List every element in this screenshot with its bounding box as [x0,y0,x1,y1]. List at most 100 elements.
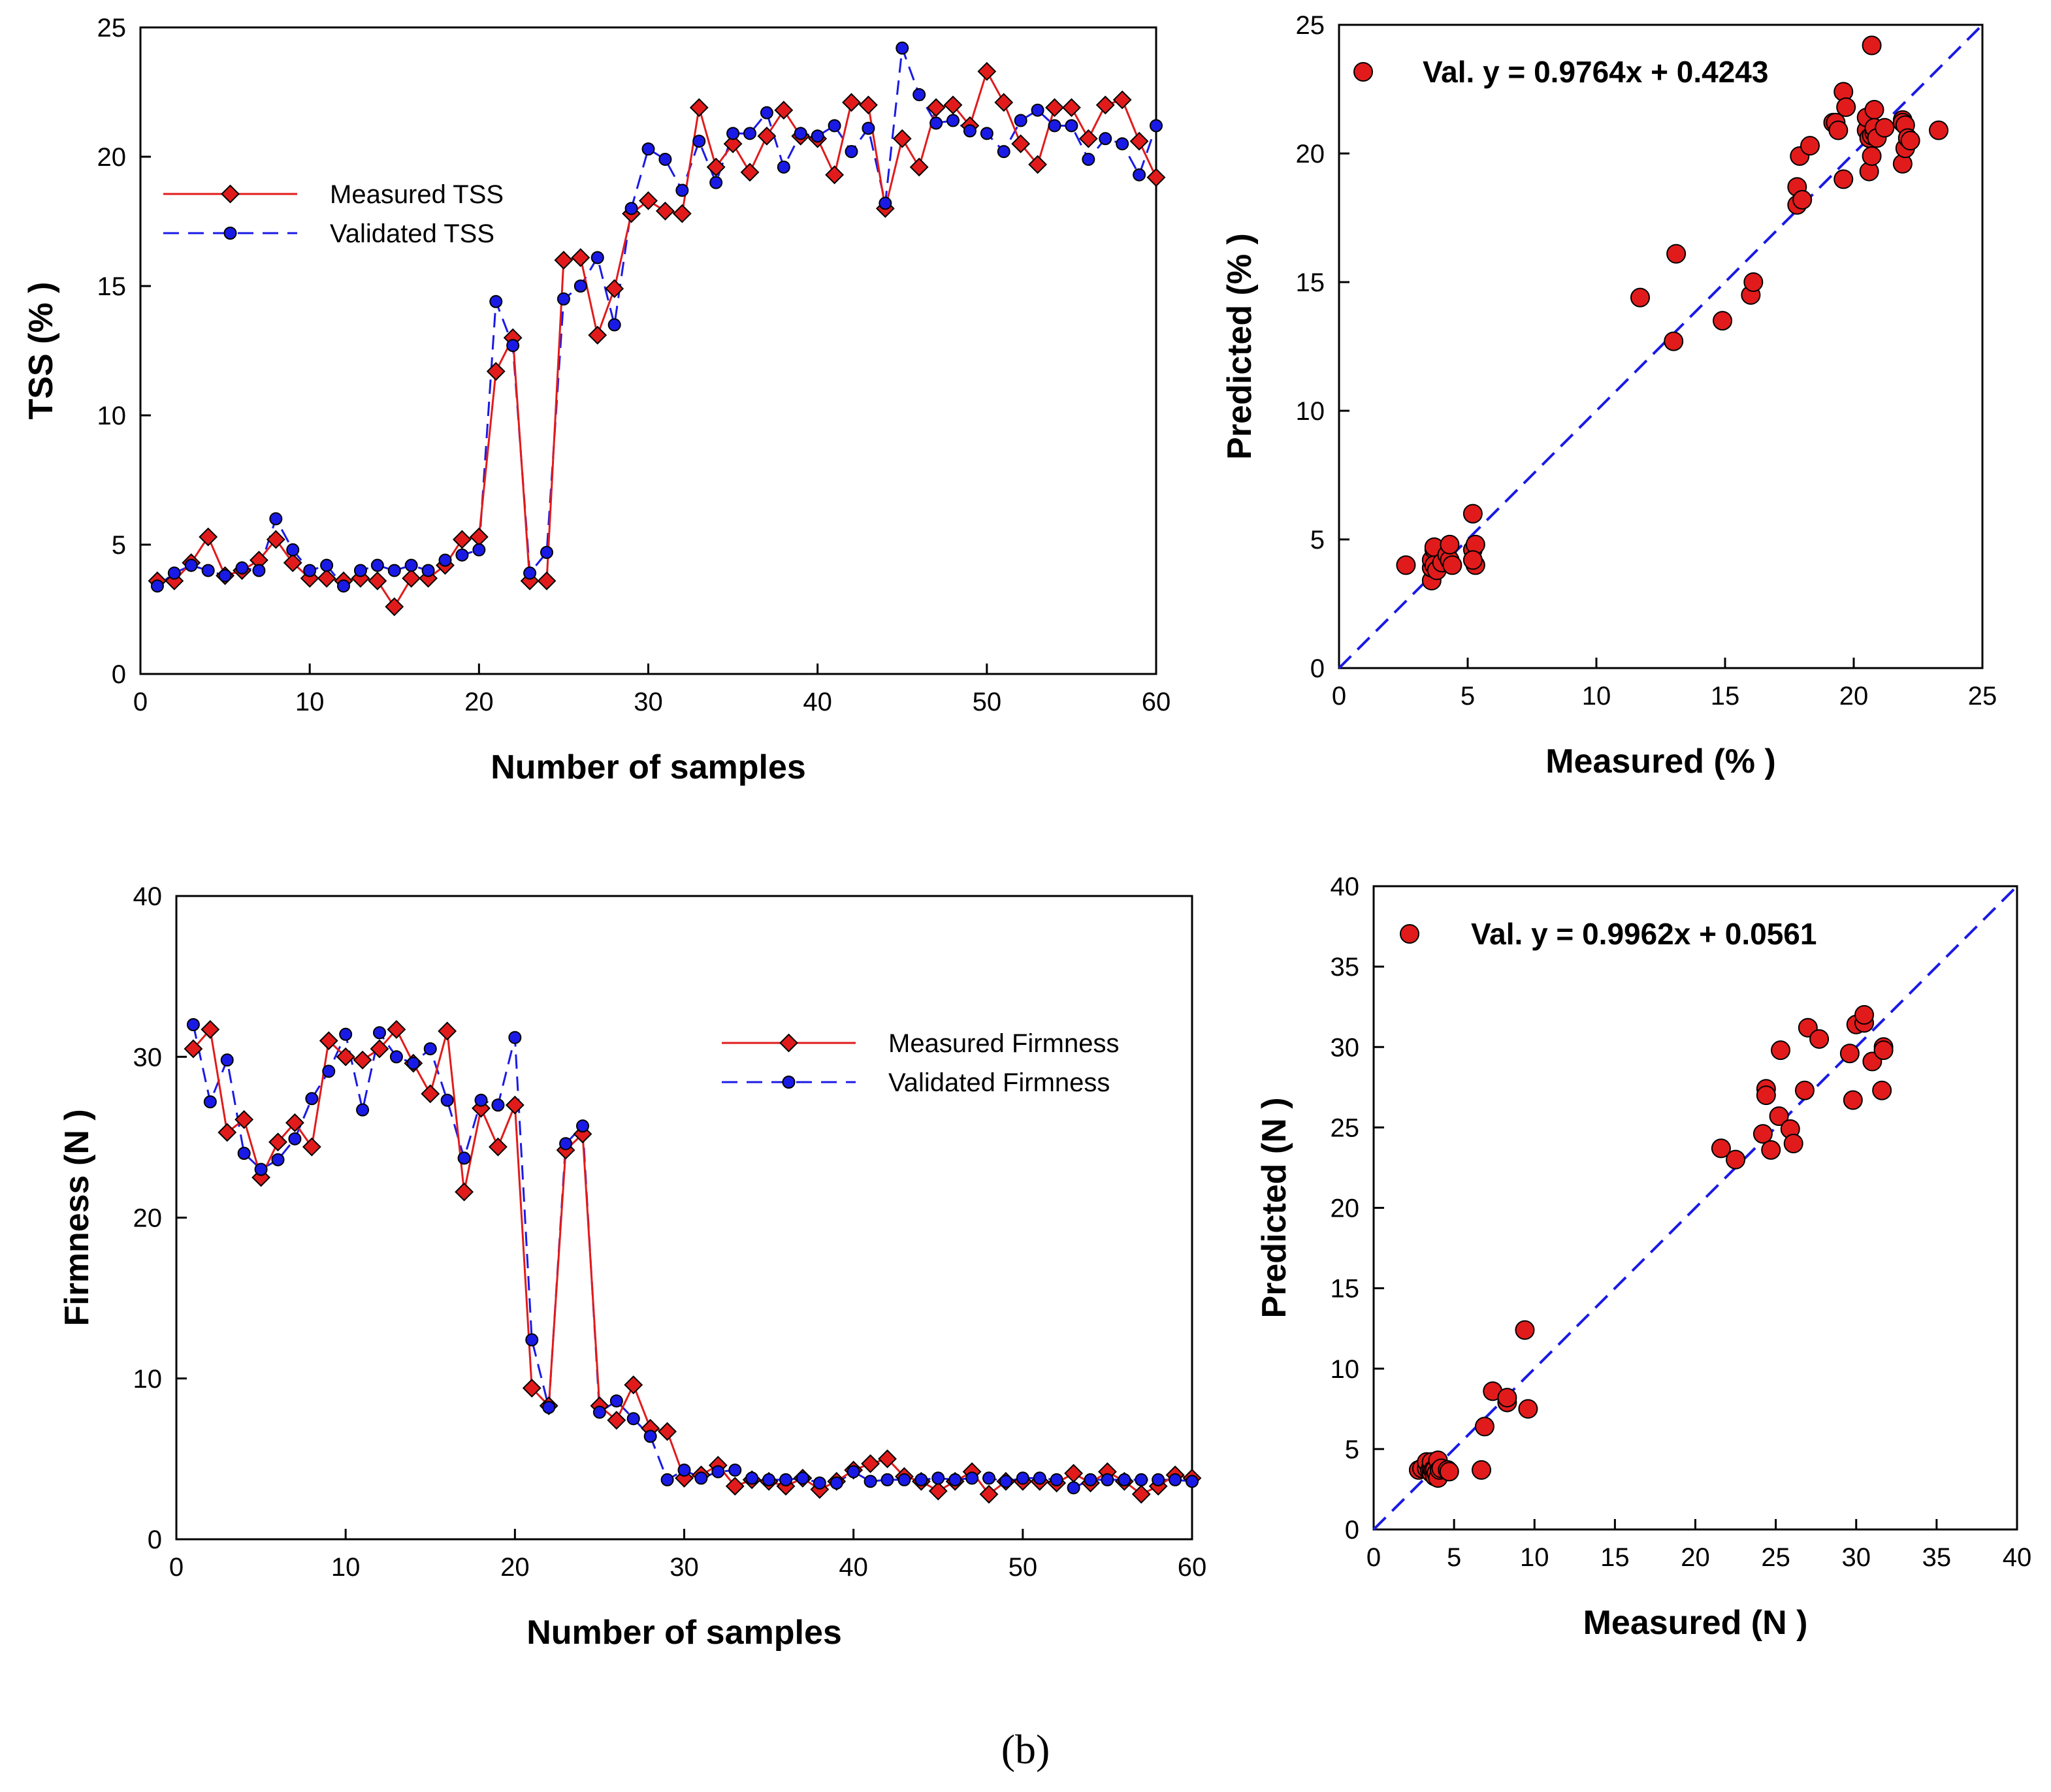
measured-point [825,165,844,185]
validated-point [626,1412,640,1426]
measured-point [605,279,624,298]
measured-point [370,1039,389,1059]
validated-point [709,176,723,189]
y-tick-label: 10 [1296,397,1325,426]
legend-marker-measured [779,1033,798,1053]
measured-point [283,553,302,573]
y-tick-label: 25 [97,14,127,42]
validated-point [508,1031,522,1044]
measured-point [757,126,777,146]
x-tick-label: 25 [1968,682,1997,711]
x-tick-label: 25 [1761,1543,1790,1572]
measured-point [199,527,218,547]
validated-point [1135,1473,1148,1486]
measured-point [522,1379,541,1398]
measured-point [689,98,709,118]
x-tick-label: 40 [839,1553,868,1582]
scatter-point [1666,244,1687,264]
validated-point [660,1473,674,1486]
legend: Measured Firmness Validated Firmness [722,1029,1119,1097]
validated-point [557,292,570,306]
scatter-point [1862,146,1882,166]
scatter-point [1439,1462,1459,1482]
validated-point [254,1162,268,1176]
y-tick-label: 20 [133,1204,163,1233]
measured-point [387,1019,406,1039]
scatter-point [1833,169,1854,189]
validated-point [489,295,503,308]
measured-point [486,362,506,381]
measured-point [453,530,472,549]
validated-point [946,114,960,127]
validated-point [948,1473,962,1486]
validated-point [726,127,740,140]
validated-point [607,318,621,332]
x-tick-label: 10 [331,1553,361,1582]
scatter-point [1800,136,1820,156]
validated-point [864,1475,877,1488]
validated-point [373,1026,386,1040]
validated-point [999,1475,1012,1488]
y-tick-label: 15 [97,272,127,301]
validated-point [235,561,249,575]
y-tick-label: 20 [1296,140,1325,168]
validated-point [455,548,469,562]
legend-marker-measured [221,184,240,204]
measured-point [994,93,1014,112]
validated-point [592,1405,606,1419]
y-tick-label: 0 [1345,1516,1359,1544]
validated-point [525,1333,539,1347]
measured-point [302,1137,321,1157]
x-tick-label: 10 [1520,1543,1549,1572]
validated-point [980,127,993,140]
validated-point [506,339,520,353]
measured-point [977,61,997,81]
validated-point [1065,119,1078,133]
validated-point [609,1394,623,1408]
scatter-point [1794,1080,1815,1100]
validated-point [203,1095,217,1109]
scatter-point [1862,35,1882,56]
scatter-point [1440,534,1460,554]
scatter-point [1752,1124,1773,1144]
measured-point [1129,131,1149,151]
validated-point [542,1401,556,1415]
measured-point [861,1454,880,1473]
y-tick-label: 25 [1296,11,1325,40]
x-tick-label: 10 [295,688,325,716]
validated-point [728,1464,742,1477]
validated-point [252,564,266,577]
y-tick-label: 15 [1331,1275,1360,1304]
validated-point [184,558,198,572]
validated-point [624,202,638,216]
validated-point [692,135,706,148]
x-axis-label: Number of samples [491,748,806,786]
validated-point [1118,1473,1131,1486]
scatter-point [1497,1388,1517,1408]
validated-point [387,564,401,577]
measured-point [1078,129,1098,148]
validated-point [1152,1473,1165,1486]
tss-series-chart: 0 10 20 30 40 50 60 0 5 10 15 20 25 Measured TSS Val… [22,14,1171,786]
x-tick-label: 30 [670,1553,699,1582]
validated-point [794,127,807,140]
validated-point [914,1473,928,1486]
measured-point [706,157,726,177]
validated-point [288,1132,302,1145]
y-tick-label: 40 [1331,872,1360,901]
measured-point [723,134,743,153]
y-tick-label: 15 [1296,268,1325,297]
x-tick-label: 60 [1142,688,1171,716]
scatter-point [1929,120,1949,140]
scatter-point [1872,1080,1892,1100]
x-tick-label: 50 [1009,1553,1038,1582]
scatter-point [1756,1085,1776,1106]
y-tick-label: 5 [112,531,126,560]
measured-point [842,93,861,112]
validated-point [879,197,892,210]
scatter-point [1864,100,1884,120]
validated-point [573,280,587,293]
x-tick-label: 5 [1461,682,1475,711]
y-axis-label: TSS (% ) [22,282,60,420]
validated-point [353,564,367,577]
